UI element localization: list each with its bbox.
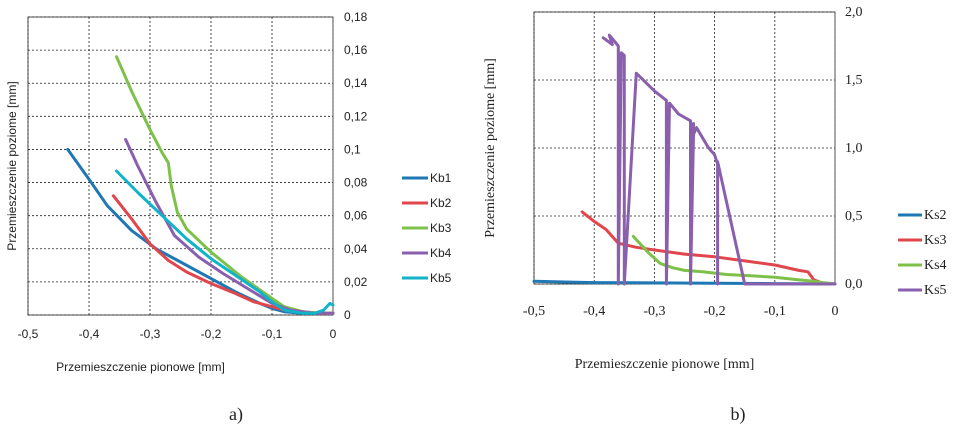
chart-b: -0,5 -0,4 -0,3 -0,2 -0,1 0 0,0 0,5 1,0 1,5 2,0 Prze… xyxy=(483,5,947,372)
y-tick-label: 0,04 xyxy=(344,242,368,256)
legend-label-kb5: Kb5 xyxy=(430,271,452,285)
legend-label-kb1: Kb1 xyxy=(430,171,452,185)
y-tick-label: 2,0 xyxy=(845,5,863,20)
legend-label-kb3: Kb3 xyxy=(430,221,452,235)
x-tick-label: -0,1 xyxy=(262,327,283,341)
y-tick-label: 1,0 xyxy=(845,141,863,156)
panel-label-b: b) xyxy=(731,404,746,425)
legend-a: Kb1 Kb2 Kb3 Kb4 Kb5 xyxy=(402,171,452,285)
plot-frame-a xyxy=(27,16,334,316)
x-tick-label: 0 xyxy=(832,304,839,319)
x-tick-label: -0,2 xyxy=(201,327,222,341)
legend-label-ks4: Ks4 xyxy=(924,258,947,273)
y-tick-label: 0,5 xyxy=(845,209,863,224)
panel-label-a: a) xyxy=(229,404,243,425)
series-line-kb2 xyxy=(111,194,335,315)
series-line-ks4 xyxy=(631,234,837,286)
x-tick-label: -0,1 xyxy=(764,304,786,319)
legend-label-kb2: Kb2 xyxy=(430,196,452,210)
y-tick-label: 0,0 xyxy=(845,277,863,292)
legend-label-ks2: Ks2 xyxy=(924,208,947,223)
series-line-ks5 xyxy=(601,33,837,286)
y-tick-label: 0,1 xyxy=(344,142,361,156)
legend-b: Ks2 Ks3 Ks4 Ks5 xyxy=(898,208,947,298)
y-tick-label: 0,16 xyxy=(344,43,368,57)
x-axis-title: Przemieszczenie pionowe [mm] xyxy=(575,357,755,372)
legend-label-kb4: Kb4 xyxy=(430,246,452,260)
chart-a: -0,5 -0,4 -0,3 -0,2 -0,1 00 0,02 0,04 0,06 0,08 0,… xyxy=(5,10,452,374)
series-line-ks3 xyxy=(580,210,837,286)
series-line-kb5 xyxy=(115,169,335,315)
x-tick-label: -0,5 xyxy=(523,304,545,319)
y-tick-label: 0,08 xyxy=(344,176,368,190)
y-tick-label: 0,06 xyxy=(344,209,368,223)
x-tick-label: -0,3 xyxy=(140,327,161,341)
x-tick-label: -0,4 xyxy=(79,327,100,341)
series-line-kb1 xyxy=(66,147,335,315)
y-axis-title: Przemieszczenie poziome [mm] xyxy=(483,58,498,238)
y-tick-label: 1,5 xyxy=(845,73,863,88)
y-tick-label: 0 xyxy=(344,308,351,322)
x-axis-title: Przemieszczenie pionowe [mm] xyxy=(56,360,225,374)
x-tick-label: -0,4 xyxy=(583,304,605,319)
x-tick-label: -0,2 xyxy=(704,304,726,319)
x-tick-label: -0,5 xyxy=(18,327,39,341)
y-tick-label: 0,02 xyxy=(344,275,368,289)
legend-label-ks5: Ks5 xyxy=(924,283,947,298)
legend-label-ks3: Ks3 xyxy=(924,233,947,248)
y-axis-title: Przemieszczenie poziome [mm] xyxy=(5,81,19,250)
x-tick-label: 0 xyxy=(330,327,337,341)
y-tick-label: 0,14 xyxy=(344,76,368,90)
y-tick-label: 0,12 xyxy=(344,109,368,123)
x-tick-label: -0,3 xyxy=(643,304,665,319)
grid-a xyxy=(27,16,334,316)
grid-b xyxy=(533,11,836,285)
y-tick-label: 0,18 xyxy=(344,10,368,24)
